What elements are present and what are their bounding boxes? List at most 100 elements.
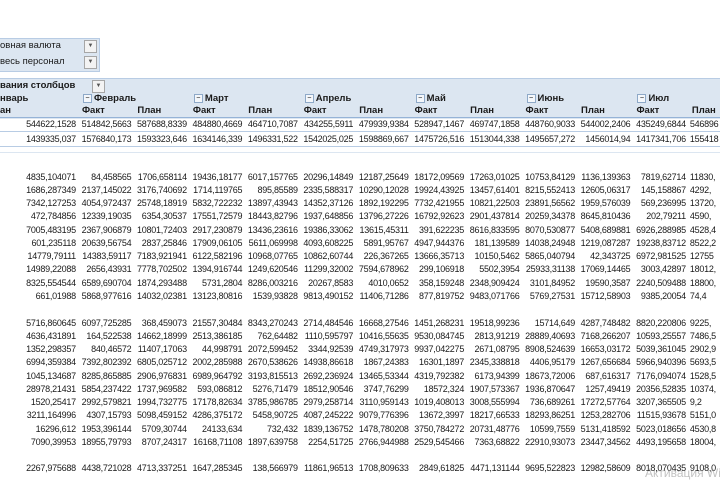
value-cell[interactable]: 895,85589 [257,184,298,195]
value-cell[interactable]: 18673,72006 [525,370,575,381]
value-cell[interactable]: 14383,59117 [82,251,132,261]
value-cell[interactable]: 7594,678962 [358,264,409,275]
total-value-cell[interactable]: 1576840,173 [81,133,132,144]
value-cell[interactable]: 14779,79111 [27,251,76,261]
value-cell[interactable]: 840,46572 [91,344,132,354]
value-cell[interactable]: 3008,555994 [469,397,520,407]
value-cell[interactable]: 8325,554544 [26,277,76,288]
value-cell[interactable]: 1520,25417 [30,397,76,407]
value-cell[interactable]: 25748,18919 [137,198,187,208]
total-value-cell[interactable]: 1593323,646 [137,133,187,144]
total-value-cell[interactable]: 479939,9384 [358,119,409,129]
value-cell[interactable]: 5023,018656 [636,423,686,434]
value-cell[interactable]: 42,343725 [590,251,631,261]
value-cell[interactable]: 8018,070435 [636,462,686,473]
value-cell[interactable]: 2072,599452 [247,344,298,354]
month-header[interactable]: − Июл [637,93,669,105]
value-cell[interactable]: 5151,0 [689,410,716,421]
value-cell[interactable]: 2906,976831 [137,370,187,381]
total-value-cell[interactable]: 434255,5911 [304,119,354,129]
value-cell[interactable]: 2348,909424 [469,277,520,288]
value-cell[interactable]: 3750,784272 [414,423,465,434]
value-cell[interactable]: 4493,195658 [636,436,686,447]
value-cell[interactable]: 25933,31138 [525,264,575,275]
value-cell[interactable]: 2240,509488 [636,277,686,288]
total-value-cell[interactable]: 1475726,516 [414,133,465,144]
value-cell[interactable]: 12605,06317 [580,184,631,195]
value-cell[interactable]: 10753,84129 [525,171,575,182]
value-cell[interactable]: 5039,361045 [636,344,686,354]
total-value-cell[interactable]: 1634146,339 [192,133,243,144]
value-cell[interactable]: 1136,139363 [581,171,631,182]
value-cell[interactable]: 661,01988 [35,290,77,301]
value-cell[interactable]: 6017,157765 [247,171,298,182]
value-cell[interactable]: 18012, [689,264,716,275]
value-cell[interactable]: 13457,61401 [469,184,520,195]
value-cell[interactable]: 20356,52835 [636,383,686,394]
value-cell[interactable]: 28889,40693 [525,330,575,341]
value-cell[interactable]: 8616,833595 [469,224,520,235]
value-cell[interactable]: 20639,56754 [81,237,132,248]
month-header[interactable]: − Апрель [304,93,351,105]
value-cell[interactable]: 569,236995 [640,198,686,208]
value-cell[interactable]: 1647,285345 [192,462,243,473]
value-cell[interactable]: 8645,810436 [580,211,631,222]
value-cell[interactable]: 11299,32002 [304,264,354,275]
value-cell[interactable]: 7363,68822 [474,436,520,447]
value-cell[interactable]: 3344,92539 [308,344,354,354]
value-cell[interactable]: 16296,612 [35,423,77,434]
value-cell[interactable]: 202,79211 [646,211,686,222]
value-cell[interactable]: 6805,025712 [137,357,187,368]
value-cell[interactable]: 1907,573367 [469,383,520,394]
value-cell[interactable]: 181,139589 [474,237,520,248]
value-cell[interactable]: 16168,71108 [193,436,243,447]
value-cell[interactable]: 1708,809633 [358,462,409,473]
value-cell[interactable]: 4286,375172 [192,410,243,421]
value-cell[interactable]: 5832,722232 [192,198,243,208]
value-cell[interactable]: 5693,5 [689,357,716,368]
collapse-icon[interactable]: − [637,94,647,103]
value-cell[interactable]: 12187,25649 [358,171,409,182]
value-cell[interactable]: 7176,094074 [636,370,686,381]
value-cell[interactable]: 8908,524639 [525,344,575,354]
value-cell[interactable]: 20259,34378 [525,211,575,222]
value-cell[interactable]: 8215,552413 [525,184,575,195]
value-cell[interactable]: 8707,24317 [141,436,187,447]
value-cell[interactable]: 3110,959143 [359,397,409,407]
value-cell[interactable]: 10599,7559 [529,423,575,434]
value-cell[interactable]: 14038,24948 [525,237,575,248]
value-cell[interactable]: 14662,18999 [137,330,187,341]
value-cell[interactable]: 10374, [689,383,716,394]
value-cell[interactable]: 7183,921941 [137,251,187,261]
value-cell[interactable]: 2766,944988 [358,436,409,447]
value-cell[interactable]: 5611,069998 [248,237,298,248]
month-header[interactable]: − Февраль [82,93,136,105]
value-cell[interactable]: 18293,86251 [525,410,575,421]
value-cell[interactable]: 12755 [689,251,714,261]
value-cell[interactable]: 732,432 [266,423,298,434]
value-cell[interactable]: 164,522538 [86,330,132,341]
value-cell[interactable]: 9483,071766 [469,290,520,301]
value-cell[interactable]: 2529,545466 [414,436,465,447]
value-cell[interactable]: 3101,84952 [529,277,575,288]
value-cell[interactable]: 2714,484546 [303,317,354,328]
value-cell[interactable]: 877,819752 [419,290,465,301]
value-cell[interactable]: 2513,386185 [192,330,243,341]
value-cell[interactable]: 4292, [689,184,712,195]
value-cell[interactable]: 20731,48776 [469,423,520,434]
value-cell[interactable]: 1706,658114 [137,171,187,182]
collapse-icon[interactable]: − [82,94,92,103]
value-cell[interactable]: 2992,579821 [81,397,132,407]
value-cell[interactable]: 3207,365505 [636,397,686,407]
value-cell[interactable]: 5966,940396 [636,357,686,368]
total-value-cell[interactable]: 587688,8339 [137,119,187,129]
value-cell[interactable]: 7819,62714 [640,171,686,182]
total-value-cell[interactable]: 544002,2406 [580,119,631,129]
value-cell[interactable]: 6173,94399 [474,370,520,381]
value-cell[interactable]: 5458,90725 [252,410,298,421]
value-cell[interactable]: 4835,104071 [26,171,76,182]
value-cell[interactable]: 16653,03172 [580,344,631,354]
value-cell[interactable]: 1839,136752 [303,423,354,434]
value-cell[interactable]: 4010,0652 [368,277,409,288]
value-cell[interactable]: 1874,293488 [137,277,187,288]
